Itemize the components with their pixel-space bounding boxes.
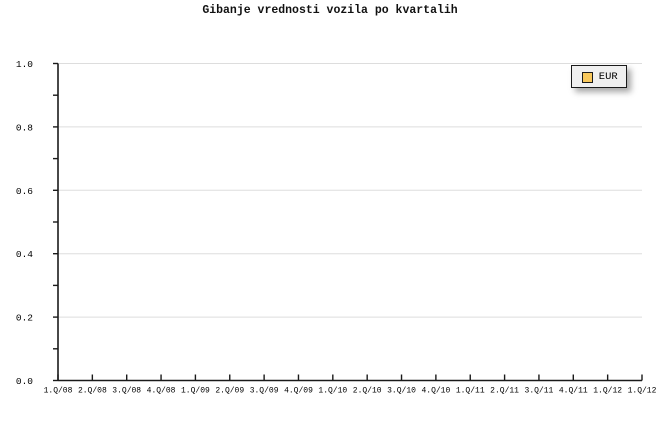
svg-text:1.0: 1.0 <box>16 59 33 70</box>
svg-text:0.6: 0.6 <box>16 186 33 197</box>
svg-text:2.Q/09: 2.Q/09 <box>215 387 244 396</box>
svg-text:1.Q/08: 1.Q/08 <box>44 387 73 396</box>
svg-text:0.0: 0.0 <box>16 376 33 387</box>
svg-text:3.Q/09: 3.Q/09 <box>250 387 279 396</box>
svg-text:0.4: 0.4 <box>16 249 33 260</box>
svg-text:4.Q/09: 4.Q/09 <box>284 387 313 396</box>
svg-text:2.Q/08: 2.Q/08 <box>78 387 107 396</box>
svg-text:3.Q/10: 3.Q/10 <box>387 387 416 396</box>
svg-text:2.Q/10: 2.Q/10 <box>353 387 382 396</box>
svg-text:4.Q/11: 4.Q/11 <box>559 387 588 396</box>
svg-text:3.Q/11: 3.Q/11 <box>525 387 554 396</box>
svg-text:4.Q/10: 4.Q/10 <box>421 387 450 396</box>
svg-text:1.Q/12: 1.Q/12 <box>593 387 622 396</box>
svg-text:3.Q/08: 3.Q/08 <box>112 387 141 396</box>
svg-text:0.2: 0.2 <box>16 313 33 324</box>
svg-text:1.Q/10: 1.Q/10 <box>318 387 347 396</box>
svg-text:4.Q/08: 4.Q/08 <box>147 387 176 396</box>
svg-text:1.Q/09: 1.Q/09 <box>181 387 210 396</box>
svg-text:0.8: 0.8 <box>16 122 33 133</box>
svg-text:1.Q/12: 1.Q/12 <box>628 387 657 396</box>
svg-text:1.Q/11: 1.Q/11 <box>456 387 485 396</box>
svg-text:2.Q/11: 2.Q/11 <box>490 387 519 396</box>
